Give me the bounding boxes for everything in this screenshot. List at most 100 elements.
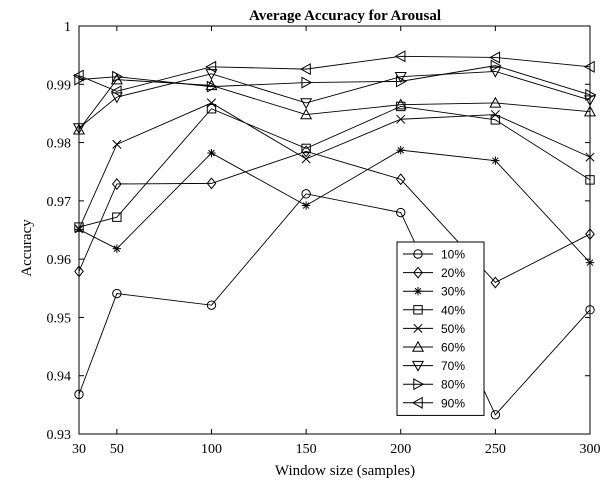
data-point <box>585 305 595 315</box>
series-80pct <box>74 59 597 101</box>
data-point <box>301 201 311 210</box>
series-line <box>78 149 591 263</box>
data-point <box>583 95 597 107</box>
data-point <box>299 63 311 76</box>
plot-area: 30 50 100 150 200 250 300 0.93 0.94 0.95 0.96 0.97 0… <box>47 20 601 457</box>
y-tick-label: 0.97 <box>47 195 72 210</box>
series-10pct <box>74 189 595 420</box>
data-point <box>74 389 84 400</box>
chart-title: Average Accuracy for Arousal <box>249 8 441 24</box>
data-point <box>112 212 122 222</box>
data-point <box>585 258 595 267</box>
data-point <box>206 104 217 114</box>
data-point <box>585 228 595 241</box>
legend-marker <box>413 323 423 333</box>
data-point <box>301 145 311 158</box>
legend-marker <box>411 340 425 352</box>
y-tick-label: 0.96 <box>47 253 72 268</box>
legend-marker <box>411 396 423 409</box>
series-90pct <box>72 50 595 98</box>
data-point <box>301 76 313 89</box>
x-tick-label: 300 <box>580 442 601 457</box>
data-point <box>74 224 84 234</box>
data-point <box>396 75 407 88</box>
data-point <box>112 177 122 190</box>
data-point <box>490 110 500 120</box>
data-point <box>490 59 502 72</box>
data-point <box>490 276 501 289</box>
y-tick-label: 0.93 <box>47 428 72 443</box>
legend-label: 70% <box>441 359 465 373</box>
data-point <box>301 154 311 164</box>
legend-label: 10% <box>441 248 465 262</box>
x-tick-label: 30 <box>72 442 86 457</box>
data-point <box>110 73 123 85</box>
data-point <box>110 85 122 98</box>
data-point <box>72 69 84 82</box>
series-40pct <box>74 101 595 232</box>
y-tick-label: 0.94 <box>47 370 72 385</box>
series-line <box>78 105 591 228</box>
legend: 10% 20% 30% 40% 50% 60% 70% 80% 90% <box>396 241 485 416</box>
data-point <box>206 98 217 108</box>
data-point <box>112 139 122 149</box>
data-point <box>583 105 597 117</box>
data-point <box>394 98 407 110</box>
x-tick-label: 50 <box>110 442 124 457</box>
y-tick-label: 0.98 <box>47 137 72 152</box>
data-point <box>206 80 218 93</box>
data-point <box>583 60 595 73</box>
data-point <box>585 175 595 185</box>
data-point <box>585 152 595 162</box>
y-tick-label: 0.95 <box>47 311 72 326</box>
legend-label: 80% <box>441 378 465 392</box>
data-point <box>490 115 501 125</box>
series-line <box>78 193 591 416</box>
data-point <box>110 92 123 104</box>
series-20pct <box>74 145 595 289</box>
data-point <box>489 66 502 78</box>
data-point <box>491 156 500 165</box>
legend-marker <box>413 378 425 391</box>
data-point <box>74 73 86 86</box>
data-point <box>489 51 501 64</box>
series-line <box>78 65 591 96</box>
x-axis-label: Window size (samples) <box>275 463 415 479</box>
x-tick-label: 250 <box>485 442 506 457</box>
y-axis-label: Accuracy <box>19 219 35 277</box>
legend-label: 20% <box>441 266 465 280</box>
data-point <box>300 98 313 110</box>
data-point <box>205 60 217 73</box>
x-tick-label: 150 <box>296 442 317 457</box>
data-point <box>112 288 122 299</box>
series-line <box>78 55 591 92</box>
legend-marker <box>413 266 423 279</box>
data-point <box>396 207 406 218</box>
x-tick-label: 200 <box>390 442 411 457</box>
series-line <box>78 71 591 129</box>
data-point <box>394 50 406 63</box>
data-point <box>112 70 124 83</box>
data-point <box>489 96 502 108</box>
series-60pct <box>72 73 597 135</box>
legend-marker <box>411 360 425 372</box>
legend-marker <box>413 305 423 315</box>
series-50pct <box>74 98 595 234</box>
legend-label: 30% <box>441 285 465 299</box>
legend-label: 90% <box>441 396 465 410</box>
data-point <box>300 108 313 120</box>
legend-label: 50% <box>441 322 465 336</box>
data-point <box>396 114 406 124</box>
legend-label: 60% <box>441 341 465 355</box>
data-point <box>206 177 217 190</box>
data-point <box>396 145 405 155</box>
data-point <box>72 123 86 135</box>
series-30pct <box>74 145 595 267</box>
y-tick-label: 0.99 <box>47 78 72 93</box>
y-tick-label: 1 <box>64 20 71 35</box>
legend-marker <box>413 249 423 259</box>
data-point <box>301 189 311 199</box>
data-point <box>585 88 597 101</box>
